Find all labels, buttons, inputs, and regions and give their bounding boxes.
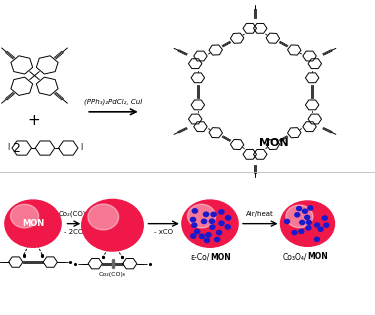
Text: - 2CO: - 2CO <box>64 229 84 235</box>
Text: MON: MON <box>210 253 231 262</box>
Circle shape <box>318 227 323 231</box>
Text: MON: MON <box>22 219 44 228</box>
Circle shape <box>286 205 313 228</box>
Circle shape <box>315 223 320 227</box>
Circle shape <box>308 206 313 210</box>
Circle shape <box>292 231 297 235</box>
Circle shape <box>299 229 304 233</box>
Text: MON: MON <box>308 252 328 261</box>
Circle shape <box>200 234 204 238</box>
Text: 2: 2 <box>12 141 20 155</box>
Circle shape <box>206 233 211 237</box>
Text: ε-Co/: ε-Co/ <box>190 253 210 262</box>
Circle shape <box>5 200 61 247</box>
Circle shape <box>191 234 196 238</box>
Circle shape <box>303 209 307 213</box>
Circle shape <box>192 223 197 227</box>
Circle shape <box>306 226 311 230</box>
Circle shape <box>225 225 230 229</box>
Circle shape <box>214 237 220 242</box>
Text: I: I <box>8 143 10 152</box>
Text: - xCO: - xCO <box>154 229 173 235</box>
Text: (PPh₃)₂PdCl₂, CuI: (PPh₃)₂PdCl₂, CuI <box>84 98 142 105</box>
Circle shape <box>192 209 198 213</box>
Text: Co₂(CO)₆: Co₂(CO)₆ <box>99 272 126 277</box>
Circle shape <box>182 200 238 247</box>
Circle shape <box>10 204 39 228</box>
Circle shape <box>314 237 320 241</box>
Circle shape <box>201 219 207 224</box>
Circle shape <box>300 220 305 225</box>
Text: MON: MON <box>259 138 289 148</box>
Circle shape <box>204 212 209 216</box>
Circle shape <box>306 220 311 224</box>
Circle shape <box>204 238 210 243</box>
Circle shape <box>295 213 300 217</box>
Text: Air/heat: Air/heat <box>246 211 274 217</box>
Circle shape <box>285 219 290 224</box>
Circle shape <box>322 216 327 220</box>
Text: Co₃O₄/: Co₃O₄/ <box>283 252 308 261</box>
Text: Co₂(CO)₈: Co₂(CO)₈ <box>59 211 89 217</box>
Circle shape <box>190 217 196 222</box>
Circle shape <box>210 225 215 229</box>
Circle shape <box>305 215 310 220</box>
Circle shape <box>280 201 334 246</box>
Text: +: + <box>27 113 40 128</box>
Circle shape <box>216 230 222 235</box>
Circle shape <box>219 221 224 226</box>
Circle shape <box>209 219 214 223</box>
Circle shape <box>211 212 216 217</box>
Circle shape <box>195 229 200 234</box>
Text: I: I <box>80 143 82 152</box>
Circle shape <box>297 206 302 211</box>
Circle shape <box>324 223 329 227</box>
Circle shape <box>188 204 216 228</box>
Circle shape <box>82 199 143 251</box>
Circle shape <box>88 204 118 230</box>
Circle shape <box>226 216 231 220</box>
Circle shape <box>219 210 224 214</box>
